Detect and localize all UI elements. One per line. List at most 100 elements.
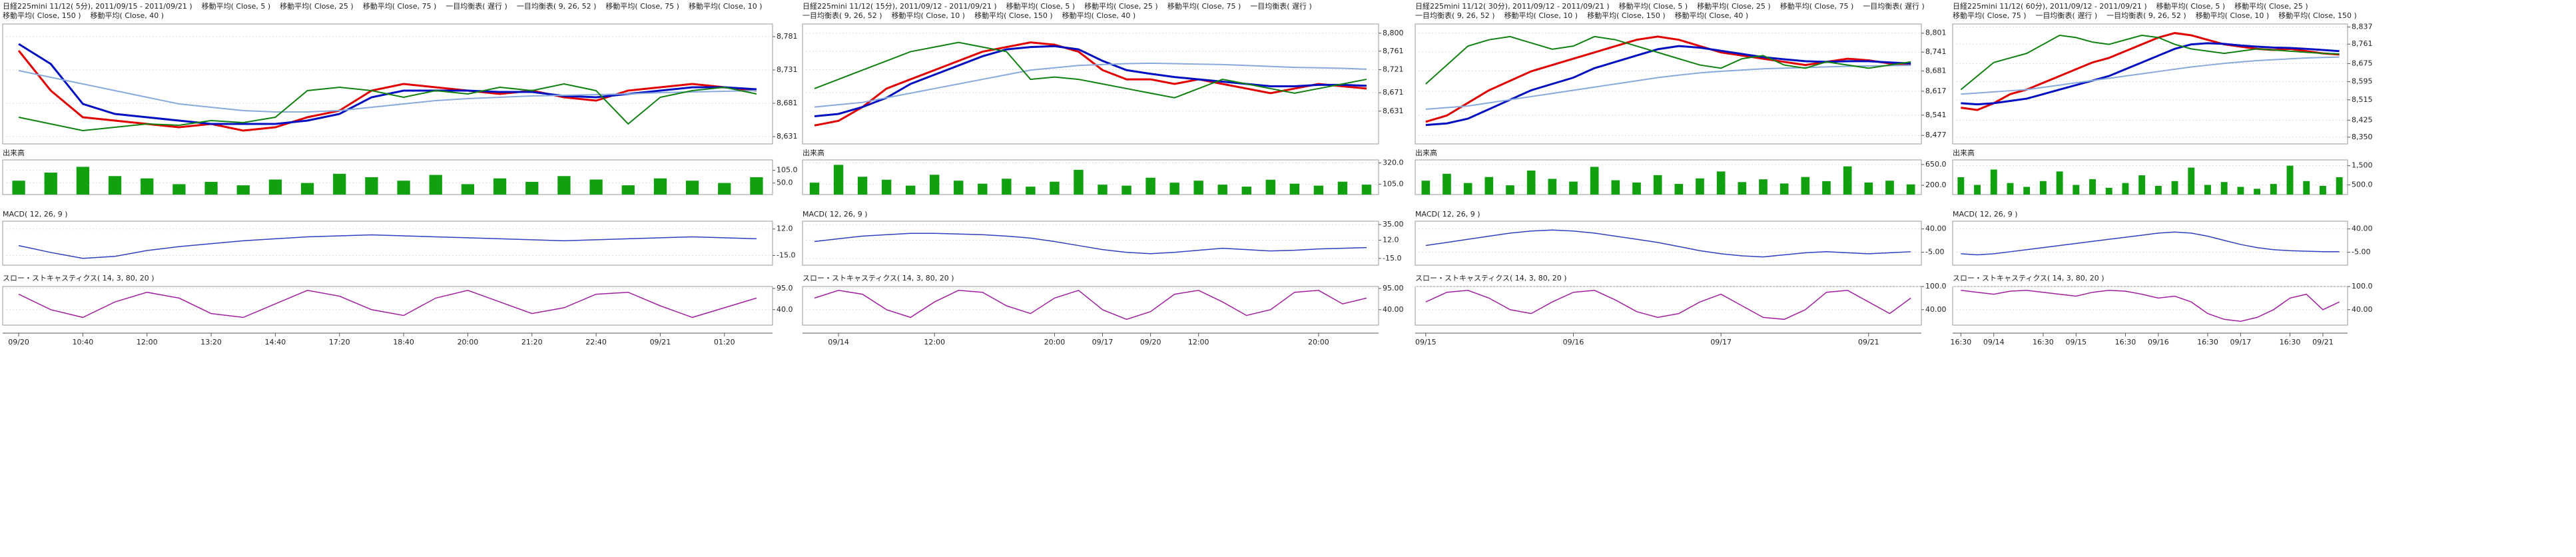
x-tick-label: 16:30 [1951, 338, 1972, 346]
x-tick-label: 14:40 [265, 338, 286, 346]
volume-bar [1864, 182, 1873, 195]
y-tick-label: 8,675 [2352, 59, 2373, 67]
header-text: 移動平均( Close, 5 ) [1619, 1, 1688, 11]
price-line [18, 83, 757, 132]
header-text: 移動平均( Close, 75 ) [363, 1, 437, 11]
header-text: 移動平均( Close, 75 ) [605, 1, 679, 11]
volume-bar [1193, 181, 1203, 195]
y-tick-label: 105.0 [1383, 179, 1404, 188]
header-text: 一目均衡表( 遅行 ) [446, 1, 507, 11]
volume-bar [2188, 167, 2195, 195]
y-tick-label: 105.0 [777, 166, 798, 175]
volume-bar [172, 184, 186, 195]
volume-bar [141, 178, 154, 195]
volume-bar [2122, 183, 2129, 195]
x-tick-label: 09/14 [828, 338, 849, 346]
x-tick-label: 13:20 [200, 338, 222, 346]
volume-bar [954, 181, 964, 195]
y-tick-label: 8,425 [2352, 115, 2373, 124]
volume-bar [881, 179, 892, 195]
volume-bar [621, 185, 635, 195]
volume-bar [905, 185, 916, 195]
pane-label: スロー・ストキャスティクス( 14, 3, 80, 20 ) [803, 274, 954, 282]
volume-bar [809, 183, 820, 195]
volume-bar [1716, 171, 1726, 195]
pane-frame [2, 221, 773, 266]
pane-frame [802, 23, 1379, 145]
volume-bar [2220, 182, 2228, 195]
x-tick-label: 01:20 [714, 338, 735, 346]
y-tick-label: 100.0 [2352, 282, 2373, 290]
x-tick-label: 20:00 [1308, 338, 1329, 346]
y-tick-label: 40.00 [2352, 305, 2373, 314]
pane-frame [1952, 286, 2348, 326]
volume-bar [76, 167, 90, 195]
x-tick-label: 22:40 [585, 338, 607, 346]
price-line [814, 41, 1367, 99]
volume-bar [1957, 177, 1965, 195]
volume-bar [1443, 173, 1451, 195]
price-line [18, 70, 757, 113]
volume-bar [2154, 186, 2162, 195]
price-line [814, 62, 1367, 108]
x-tick-label: 09/17 [1710, 338, 1732, 346]
x-tick-label: 09/21 [1858, 338, 1879, 346]
volume-bar [1779, 183, 1789, 195]
header-text: 一目均衡表( 遅行 ) [2036, 11, 2098, 20]
volume-bar [1098, 185, 1108, 195]
pane-frame [1952, 221, 2348, 266]
volume-bar [1050, 181, 1060, 195]
volume-bar [1265, 179, 1276, 195]
y-tick-label: -5.00 [2352, 248, 2370, 257]
y-tick-label: -5.00 [1925, 248, 1944, 257]
header-text: 一目均衡表( 9, 26, 52 ) [1415, 11, 1495, 20]
y-tick-label: 40.00 [1925, 305, 1947, 314]
volume-bar [2204, 185, 2211, 195]
volume-bar [1145, 177, 1155, 195]
volume-bar [1569, 181, 1578, 195]
volume-bar [1843, 166, 1852, 195]
volume-bar [1738, 182, 1747, 195]
macd-line [1961, 231, 2340, 256]
x-tick-label: 12:00 [137, 338, 158, 346]
volume-bar [268, 179, 282, 195]
pane-label: 出来高 [1415, 148, 1437, 157]
volume-bar [1822, 181, 1831, 195]
header-text: 一目均衡表( 9, 26, 52 ) [2106, 11, 2186, 20]
x-tick-label: 09/16 [1563, 338, 1584, 346]
pane-label: MACD( 12, 26, 9 ) [1415, 210, 1480, 219]
y-tick-label: 8,741 [1925, 47, 1947, 56]
x-tick-label: 09/15 [1415, 338, 1437, 346]
y-tick-label: 320.0 [1383, 158, 1404, 167]
x-tick-label: 18:40 [393, 338, 414, 346]
volume-bar [2319, 186, 2326, 195]
y-tick-label: 8,731 [777, 65, 798, 74]
x-tick-label: 12:00 [1188, 338, 1209, 346]
pane-label: スロー・ストキャスティクス( 14, 3, 80, 20 ) [3, 274, 155, 282]
header-text: 移動平均( Close, 150 ) [3, 11, 81, 20]
header-text: 一目均衡表( 9, 26, 52 ) [517, 1, 597, 11]
pane-label: スロー・ストキャスティクス( 14, 3, 80, 20 ) [1953, 274, 2104, 282]
y-tick-label: 8,800 [1383, 29, 1404, 37]
x-tick-label: 16:30 [2115, 338, 2136, 346]
volume-bar [1885, 181, 1894, 195]
volume-bar [1484, 177, 1494, 195]
volume-bar [1526, 170, 1536, 195]
volume-bar [2336, 177, 2343, 195]
volume-bar [1696, 178, 1704, 195]
price-line [18, 43, 757, 125]
y-tick-label: 200.0 [1925, 181, 1947, 189]
volume-bar [493, 178, 507, 195]
volume-bar [1611, 180, 1620, 195]
pane-label: 出来高 [3, 148, 25, 157]
volume-bar [930, 175, 940, 195]
header-text: 一目均衡表( 遅行 ) [1250, 1, 1312, 11]
x-tick-label: 09/17 [1092, 338, 1114, 346]
pane-frame [1415, 286, 1922, 326]
volume-bar [1122, 185, 1131, 195]
stochastic-line [1425, 290, 1911, 320]
y-tick-label: 12.0 [777, 225, 793, 233]
volume-bar [2138, 175, 2146, 195]
pane-frame [2, 23, 773, 145]
